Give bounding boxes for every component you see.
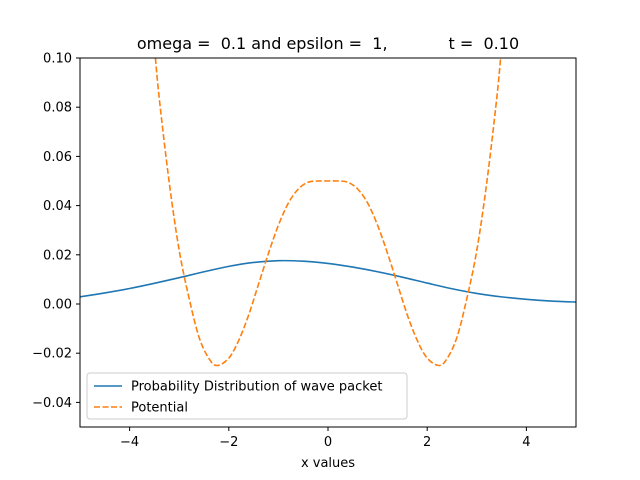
chart-title: omega = 0.1 and epsilon = 1, t = 0.10 xyxy=(137,34,519,53)
y-tick-label: −0.02 xyxy=(32,347,72,362)
x-tick-label: 4 xyxy=(522,435,530,450)
series-line-1 xyxy=(154,58,502,367)
legend-box xyxy=(86,372,408,420)
legend-label-0: Probability Distribution of wave packet xyxy=(131,380,382,395)
x-tick-label: −4 xyxy=(120,435,139,450)
y-tick-label: 0.04 xyxy=(43,199,72,214)
x-axis-label: x values xyxy=(301,456,355,471)
x-tick-label: −2 xyxy=(219,435,238,450)
y-tick-label: 0.08 xyxy=(43,101,72,116)
y-axis-ticks: −0.04 −0.02 0.00 0.02 0.04 0.06 0.08 0.10 xyxy=(32,52,80,411)
x-axis-ticks: −4 −2 0 2 4 xyxy=(120,427,531,450)
y-tick-label: 0.06 xyxy=(43,150,72,165)
series-layer xyxy=(80,58,576,367)
y-tick-label: 0.00 xyxy=(43,298,72,313)
plot-frame xyxy=(79,57,577,428)
y-tick-label: −0.04 xyxy=(32,396,72,411)
legend: Probability Distribution of wave packet P… xyxy=(86,372,408,420)
series-line-0 xyxy=(80,259,576,303)
y-tick-label: 0.10 xyxy=(43,52,72,67)
y-tick-label: 0.02 xyxy=(43,248,72,263)
x-tick-label: 2 xyxy=(423,435,431,450)
legend-label-1: Potential xyxy=(131,401,188,416)
x-tick-label: 0 xyxy=(324,435,332,450)
